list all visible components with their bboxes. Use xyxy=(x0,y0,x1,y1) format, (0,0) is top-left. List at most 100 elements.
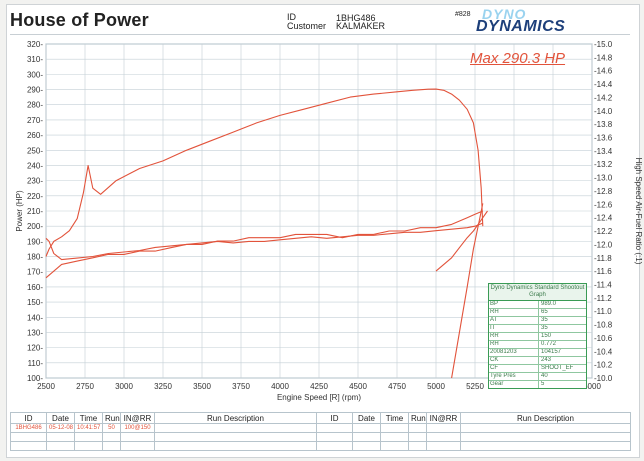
runs-empty-cell xyxy=(10,432,47,442)
y2-tick-label: -13.2 xyxy=(594,160,613,169)
runs-cell xyxy=(426,423,461,433)
runs-header-cell: Date xyxy=(46,412,75,424)
y-tick-label: 320- xyxy=(27,40,43,49)
runs-empty-cell xyxy=(10,441,47,451)
y2-axis-label: High Speed Air-Fuel Ratio (:1) xyxy=(634,158,643,265)
y-tick-label: 260- xyxy=(27,131,43,140)
sheet-number: #828 xyxy=(455,11,471,18)
runs-empty-cell xyxy=(102,441,121,451)
runs-cell xyxy=(316,423,353,433)
y-tick-label: 230- xyxy=(27,177,43,186)
info-value: SHOOT_EF xyxy=(541,365,574,371)
runs-cell: 50 xyxy=(102,423,121,433)
y2-tick-label: -14.0 xyxy=(594,107,613,116)
y-tick-label: 220- xyxy=(27,192,43,201)
runs-cell: 10:41:57 xyxy=(74,423,103,433)
runs-empty-cell xyxy=(380,441,409,451)
x-axis-label: Engine Speed [R] (rpm) xyxy=(277,393,361,402)
runs-empty-cell xyxy=(120,441,155,451)
runs-empty-cell xyxy=(460,441,631,451)
info-key: AT xyxy=(489,317,539,324)
runs-header-cell: Time xyxy=(380,412,409,424)
y-tick-label: 270- xyxy=(27,116,43,125)
y2-tick-label: -10.2 xyxy=(594,361,613,370)
runs-cell: 05-12-08 xyxy=(46,423,75,433)
dyno-chart: 2500 2750 3000 3250 3500 3750 4000 4250 4500 4750… xyxy=(15,40,643,402)
y2-tick-label: -14.2 xyxy=(594,93,613,102)
runs-header-cell: Time xyxy=(74,412,103,424)
y2-tick-label: -12.6 xyxy=(594,200,613,209)
info-row: RH 0.772 xyxy=(489,341,586,349)
x-tick-label: 5250 xyxy=(466,382,484,391)
runs-empty-cell xyxy=(74,441,103,451)
y2-tick-label: -11.0 xyxy=(594,307,612,316)
runs-empty-cell xyxy=(46,441,75,451)
runs-empty-cell xyxy=(408,441,427,451)
y-tick-label: 200- xyxy=(27,222,43,231)
runs-empty-cell xyxy=(426,441,461,451)
info-value: 65 xyxy=(541,309,548,315)
y2-tick-label: -13.6 xyxy=(594,134,613,143)
id-value: 1BHG486 xyxy=(336,13,376,23)
runs-empty-cell xyxy=(74,432,103,442)
y2-tick-label: -15.0 xyxy=(594,40,613,49)
y2-tick-label: -14.8 xyxy=(594,53,613,62)
runs-empty-cell xyxy=(408,432,427,442)
runs-cell xyxy=(380,423,409,433)
customer-label: Customer xyxy=(287,21,327,31)
y2-tick-label: -11.6 xyxy=(594,267,612,276)
x-tick-label: 3750 xyxy=(232,382,250,391)
runs-empty-cell xyxy=(154,441,317,451)
info-row: CF SHOOT_EF xyxy=(489,365,586,373)
runs-cell xyxy=(460,423,631,433)
info-key: IT xyxy=(489,325,539,332)
info-key: Tyre Pres xyxy=(489,373,539,380)
info-row: Tyre Pres 40 xyxy=(489,373,586,381)
x-tick-label: 3250 xyxy=(154,382,172,391)
customer-value: KALMAKER xyxy=(336,21,386,31)
runs-header-cell: IN@RR xyxy=(120,412,155,424)
info-key: Gear xyxy=(489,381,539,388)
info-key: BP xyxy=(489,301,539,308)
info-box: Dyno Dynamics Standard Shootout Graph BP… xyxy=(488,283,587,389)
x-tick-label: 3000 xyxy=(115,382,133,391)
info-key: RH xyxy=(489,309,539,316)
info-value: 243 xyxy=(541,357,552,363)
info-row: BP 989.0 xyxy=(489,301,586,309)
y2-tick-label: -13.0 xyxy=(594,174,613,183)
runs-header-cell: Run xyxy=(102,412,121,424)
info-row: IT 35 xyxy=(489,325,586,333)
runs-empty-cell xyxy=(316,432,353,442)
logo-top-text: DYNO xyxy=(482,6,527,22)
y-tick-label: 290- xyxy=(27,86,43,95)
info-row: Gear 5 xyxy=(489,381,586,388)
y2-tick-label: -11.4 xyxy=(594,280,612,289)
x-tick-label: 2750 xyxy=(76,382,94,391)
x-tick-label: 5000 xyxy=(427,382,445,391)
runs-empty-cell xyxy=(102,432,121,442)
info-key: RR xyxy=(489,333,539,340)
y2-tick-label: -11.2 xyxy=(594,294,612,303)
x-tick-label: 6000 xyxy=(583,382,601,391)
runs-header-cell: Run xyxy=(408,412,427,424)
y-tick-label: 180- xyxy=(27,253,43,262)
y2-tick-label: -14.6 xyxy=(594,67,613,76)
y2-tick-label: -11.8 xyxy=(594,254,612,263)
runs-header-cell: ID xyxy=(10,412,47,424)
y-tick-label: 210- xyxy=(27,207,43,216)
runs-empty-cell xyxy=(46,432,75,442)
y-tick-label: 190- xyxy=(27,237,43,246)
y-tick-label: 280- xyxy=(27,101,43,110)
x-tick-label: 2500 xyxy=(37,382,55,391)
id-label: ID xyxy=(287,12,296,22)
runs-cell xyxy=(154,423,317,433)
y-tick-label: 300- xyxy=(27,70,43,79)
x-tick-label: 4250 xyxy=(310,382,328,391)
header-divider xyxy=(10,34,630,35)
runs-table: ID Date Time Run IN@RR Run Description ID Date T… xyxy=(10,412,631,451)
runs-header-cell: Run Description xyxy=(460,412,631,424)
y2-tick-label: -10.8 xyxy=(594,321,613,330)
y-tick-label: 100- xyxy=(27,374,43,383)
y2-tick-label: -12.4 xyxy=(594,214,613,223)
runs-empty-cell xyxy=(316,441,353,451)
